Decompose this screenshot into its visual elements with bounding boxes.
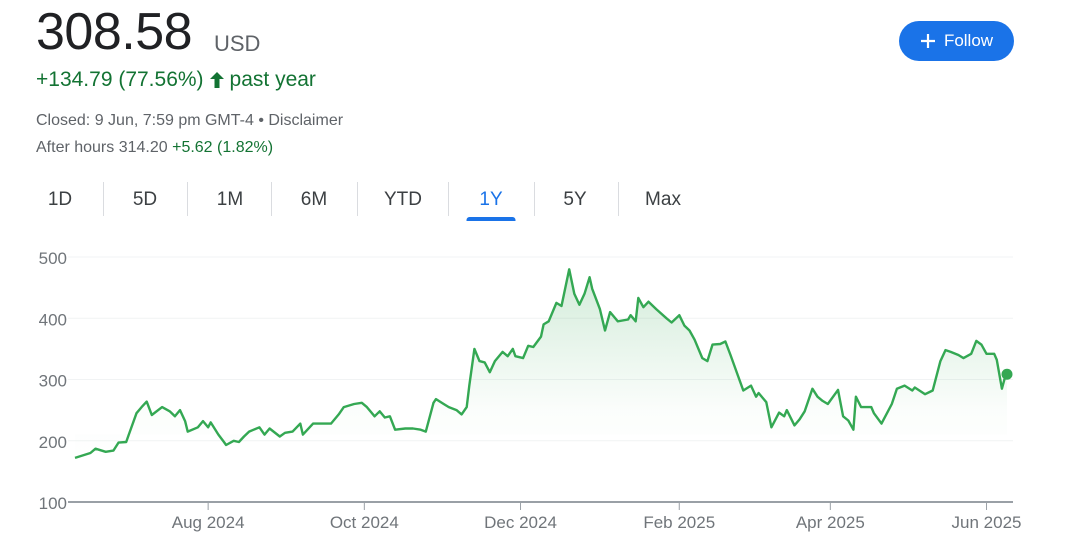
y-tick-label: 200 — [39, 433, 67, 452]
plus-icon — [920, 34, 935, 48]
change-period: past year — [229, 68, 316, 91]
follow-button[interactable]: Follow — [899, 21, 1014, 61]
divider — [448, 182, 449, 216]
tab-max[interactable]: Max — [645, 189, 681, 210]
price-chart[interactable]: 100 200 300 400 500 Aug 2024 Oct 2024 Dec 2024 F… — [0, 243, 1078, 543]
divider — [271, 182, 272, 216]
last-price-dot — [1001, 368, 1013, 380]
tab-1d[interactable]: 1D — [47, 189, 73, 210]
divider — [534, 182, 535, 216]
follow-label: Follow — [943, 31, 994, 50]
arrow-up-icon — [209, 72, 224, 88]
y-tick-label: 300 — [39, 372, 67, 391]
tab-6m[interactable]: 6M — [300, 189, 328, 210]
divider — [357, 182, 358, 216]
x-tick-label: Jun 2025 — [952, 513, 1022, 532]
y-tick-label: 100 — [39, 494, 67, 513]
y-tick-label: 400 — [39, 310, 67, 329]
x-tick-label: Oct 2024 — [330, 513, 399, 532]
x-tick-label: Dec 2024 — [484, 513, 557, 532]
currency: USD — [214, 31, 261, 56]
price-change: +134.79 (77.56%) past year — [36, 68, 316, 92]
tab-5y[interactable]: 5Y — [563, 189, 587, 210]
after-hours: After hours 314.20 +5.62 (1.82%) — [36, 139, 273, 157]
divider — [103, 182, 104, 216]
change-value: +134.79 (77.56%) — [36, 68, 204, 91]
price: 308.58 — [36, 3, 193, 61]
divider — [618, 182, 619, 216]
x-tick-label: Apr 2025 — [796, 513, 865, 532]
tab-1y[interactable]: 1Y — [461, 182, 521, 218]
tab-1m[interactable]: 1M — [216, 189, 244, 210]
tab-5d[interactable]: 5D — [132, 189, 158, 210]
price-line — [74, 268, 1009, 460]
x-tick-label: Feb 2025 — [643, 513, 715, 532]
after-hours-price: After hours 314.20 — [36, 139, 168, 156]
after-hours-change: +5.62 (1.82%) — [172, 139, 274, 156]
y-tick-label: 500 — [39, 249, 67, 268]
closed-text: Closed: 9 Jun, 7:59 pm GMT-4 • Disclaime… — [36, 112, 344, 129]
tab-ytd[interactable]: YTD — [384, 189, 422, 210]
price-area — [75, 269, 1007, 458]
x-tick-label: Aug 2024 — [172, 513, 245, 532]
divider — [187, 182, 188, 216]
